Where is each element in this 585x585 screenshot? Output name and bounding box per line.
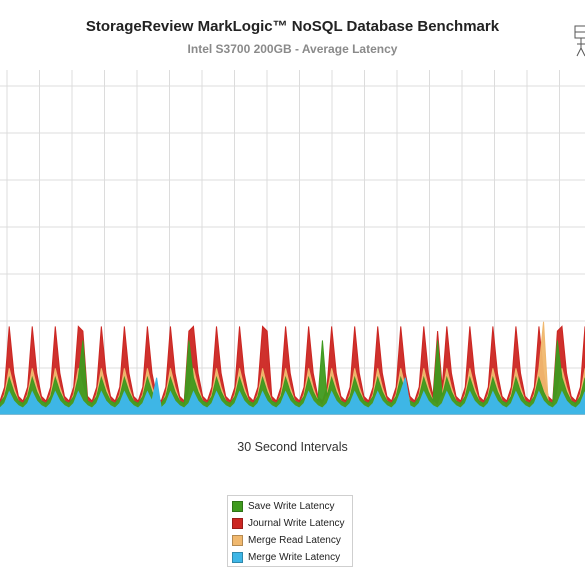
x-axis-label: 30 Second Intervals <box>237 440 348 454</box>
legend-swatch-journal-write <box>232 518 243 529</box>
chart-title: StorageReview MarkLogic™ NoSQL Database … <box>85 18 500 35</box>
plot-area <box>0 70 585 415</box>
legend-item-merge-read: Merge Read Latency <box>232 532 352 549</box>
legend-label-save-write: Save Write Latency <box>248 501 335 512</box>
storagereview-logo-icon <box>574 25 585 57</box>
gridlines <box>0 70 585 415</box>
chart-subtitle: Intel S3700 200GB - Average Latency <box>187 42 398 56</box>
legend-label-merge-write: Merge Write Latency <box>248 552 341 563</box>
legend-label-journal-write: Journal Write Latency <box>248 518 345 529</box>
series-area-merge-write-latency <box>0 377 585 415</box>
legend-item-journal-write: Journal Write Latency <box>232 515 352 532</box>
legend-item-save-write: Save Write Latency <box>232 498 352 515</box>
legend: Save Write Latency Journal Write Latency… <box>227 495 353 567</box>
legend-label-merge-read: Merge Read Latency <box>248 535 341 546</box>
legend-swatch-merge-read <box>232 535 243 546</box>
legend-swatch-save-write <box>232 501 243 512</box>
series-layer <box>0 321 585 415</box>
legend-swatch-merge-write <box>232 552 243 563</box>
legend-item-merge-write: Merge Write Latency <box>232 549 352 566</box>
